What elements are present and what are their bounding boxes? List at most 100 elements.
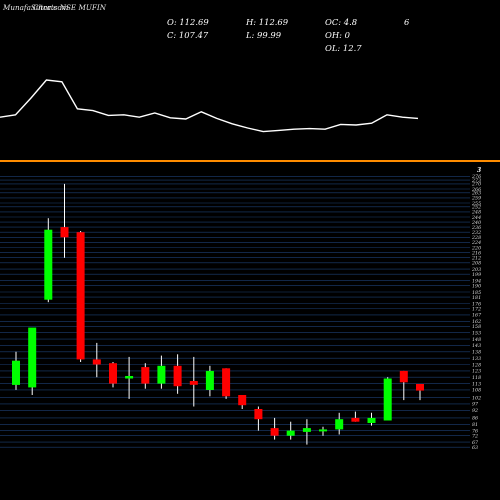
candle-body bbox=[125, 376, 134, 379]
y-tick-label: 266 bbox=[471, 187, 481, 193]
candle bbox=[351, 411, 360, 422]
y-tick-label: 176 bbox=[472, 301, 481, 307]
candle-body bbox=[109, 363, 117, 384]
y-tick-label: 97 bbox=[472, 402, 479, 408]
y-tick-label: 255 bbox=[471, 201, 481, 207]
stat-close: C: 107.47 bbox=[167, 30, 209, 40]
candle-body bbox=[254, 409, 263, 420]
y-tick-label: 63 bbox=[472, 445, 478, 451]
candle bbox=[173, 354, 182, 394]
y-tick-label: 276 bbox=[471, 174, 481, 180]
candle bbox=[367, 412, 376, 426]
y-tick-label: 212 bbox=[471, 256, 481, 262]
y-tick-label: 148 bbox=[472, 337, 481, 343]
candle bbox=[238, 395, 247, 409]
candle bbox=[44, 218, 53, 303]
candle-body bbox=[189, 381, 198, 385]
candle-body bbox=[286, 430, 295, 436]
candle-body bbox=[205, 370, 214, 390]
candle bbox=[157, 355, 166, 389]
candle bbox=[109, 362, 117, 388]
candle-body bbox=[141, 367, 150, 384]
y-tick-label: 162 bbox=[472, 319, 481, 325]
y-tick-label: 185 bbox=[472, 290, 481, 296]
y-tick-label: 224 bbox=[471, 240, 481, 246]
candle bbox=[76, 231, 85, 362]
y-tick-label: 240 bbox=[471, 220, 481, 226]
y-tick-label: 199 bbox=[472, 272, 481, 278]
y-tick-label: 273 bbox=[471, 178, 481, 184]
y-tick-label: 128 bbox=[472, 362, 481, 368]
y-tick-label: 123 bbox=[472, 369, 481, 375]
candle-body bbox=[351, 417, 360, 422]
candle bbox=[319, 426, 327, 436]
candle bbox=[416, 384, 424, 401]
price-gridlines bbox=[0, 176, 470, 448]
candle bbox=[92, 342, 101, 378]
candle bbox=[270, 417, 279, 440]
y-tick-label: 259 bbox=[471, 196, 481, 202]
candle bbox=[28, 327, 37, 395]
stat-oc: OC: 4.8 bbox=[325, 17, 358, 27]
candle-body bbox=[44, 229, 53, 300]
candle-body bbox=[173, 365, 182, 387]
y-tick-label: 244 bbox=[471, 215, 481, 221]
y-tick-label: 67 bbox=[472, 440, 479, 446]
candle-body bbox=[367, 417, 376, 423]
candle-body bbox=[92, 359, 101, 365]
y-tick-label: 194 bbox=[472, 278, 481, 284]
y-tick-label: 86 bbox=[472, 416, 478, 422]
y-tick-label: 252 bbox=[471, 205, 481, 211]
y-tick-label: 232 bbox=[471, 230, 481, 236]
candle-body bbox=[76, 232, 85, 360]
candle bbox=[60, 183, 69, 258]
stat-oh: OH: 0 bbox=[325, 30, 350, 40]
candle-body bbox=[335, 419, 344, 430]
candle-body bbox=[238, 395, 247, 406]
y-tick-label: 118 bbox=[472, 375, 481, 381]
candle bbox=[125, 356, 134, 399]
y-tick-label: 203 bbox=[471, 267, 481, 273]
y-tick-label: 158 bbox=[472, 324, 481, 330]
candle bbox=[302, 419, 311, 445]
candle bbox=[399, 370, 408, 401]
panel-label: 3 bbox=[477, 167, 481, 174]
y-tick-label: 113 bbox=[472, 381, 481, 387]
y-tick-label: 172 bbox=[472, 306, 481, 312]
candle-body bbox=[60, 227, 69, 238]
y-tick-label: 76 bbox=[472, 428, 478, 434]
candlestick-panel bbox=[12, 183, 424, 445]
candle bbox=[335, 412, 344, 435]
y-tick-label: 236 bbox=[471, 225, 481, 231]
y-tick-label: 190 bbox=[472, 284, 481, 290]
candle bbox=[222, 368, 231, 399]
y-tick-label: 216 bbox=[471, 250, 481, 256]
stat-high: H: 112.69 bbox=[246, 17, 289, 27]
stat-extra: 6 bbox=[404, 17, 410, 27]
stat-ol: OL: 12.7 bbox=[325, 43, 362, 53]
y-tick-label: 143 bbox=[472, 343, 481, 349]
candle bbox=[141, 363, 150, 389]
y-tick-label: 133 bbox=[472, 356, 481, 362]
candle bbox=[286, 421, 295, 440]
y-tick-label: 208 bbox=[471, 261, 481, 267]
y-tick-label: 248 bbox=[471, 210, 481, 216]
candle-body bbox=[383, 378, 392, 421]
candle bbox=[383, 377, 392, 421]
y-tick-label: 263 bbox=[471, 191, 481, 197]
candle-body bbox=[270, 428, 279, 436]
y-tick-label: 228 bbox=[471, 235, 481, 241]
y-tick-label: 92 bbox=[472, 408, 478, 414]
y-tick-label: 181 bbox=[472, 295, 481, 301]
y-tick-label: 102 bbox=[472, 395, 481, 401]
candle-body bbox=[319, 429, 327, 432]
candle bbox=[205, 365, 214, 397]
site-watermark: MunafaSutra.com bbox=[3, 3, 69, 12]
candle bbox=[189, 356, 198, 407]
volume-line bbox=[0, 79, 419, 133]
candle bbox=[254, 406, 263, 431]
stat-open: O: 112.69 bbox=[167, 17, 209, 27]
candle bbox=[12, 351, 20, 390]
